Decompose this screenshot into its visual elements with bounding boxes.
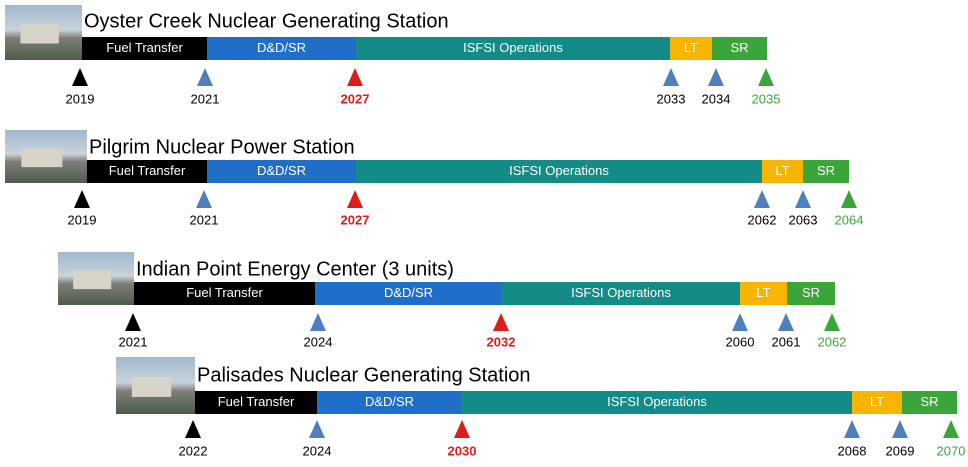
- milestone-marker: [795, 190, 811, 208]
- milestone-year: 2069: [886, 443, 915, 458]
- station-row: Palisades Nuclear Generating Station Fuel…: [116, 357, 965, 458]
- phase-label: D&D/SR: [365, 394, 414, 409]
- milestone-marker: [844, 420, 860, 438]
- phase-label: ISFSI Operations: [607, 394, 707, 409]
- page: {"stations": [ {"title": "Oyster Creek N…: [0, 0, 968, 462]
- phase-label: LT: [756, 285, 770, 300]
- timeline-diagram: Oyster Creek Nuclear Generating Station F…: [0, 0, 968, 462]
- milestone-year: 2060: [726, 334, 755, 349]
- station-title: Palisades Nuclear Generating Station: [197, 364, 531, 386]
- milestone-year: 2021: [191, 91, 220, 106]
- station-row: Oyster Creek Nuclear Generating Station F…: [5, 5, 780, 106]
- milestone-year: 2027: [341, 91, 370, 106]
- milestone-marker: [778, 313, 794, 331]
- phase-label: LT: [684, 40, 698, 55]
- milestone-year: 2061: [772, 334, 801, 349]
- milestone-year: 2024: [304, 334, 333, 349]
- station-row: Pilgrim Nuclear Power Station Fuel Transf…: [5, 130, 863, 227]
- milestone-marker: [758, 68, 774, 86]
- milestone-marker: [732, 313, 748, 331]
- milestone-marker: [754, 190, 770, 208]
- milestone-marker: [347, 190, 363, 208]
- phase-label: SR: [920, 394, 938, 409]
- milestone-year: 2070: [937, 443, 966, 458]
- station-photo-building: [20, 24, 59, 43]
- phase-label: ISFSI Operations: [509, 163, 609, 178]
- milestone-year: 2064: [835, 212, 864, 227]
- phase-label: Fuel Transfer: [186, 285, 263, 300]
- phase-label: D&D/SR: [257, 40, 306, 55]
- milestone-year: 2033: [657, 91, 686, 106]
- milestone-marker: [841, 190, 857, 208]
- milestone-marker: [347, 68, 363, 86]
- station-photo-building: [21, 149, 62, 168]
- milestone-year: 2021: [119, 334, 148, 349]
- station-title: Oyster Creek Nuclear Generating Station: [84, 10, 449, 32]
- phase-label: D&D/SR: [257, 163, 306, 178]
- milestone-marker: [493, 313, 509, 331]
- milestone-year: 2062: [748, 212, 777, 227]
- milestone-marker: [309, 420, 325, 438]
- station-title: Pilgrim Nuclear Power Station: [89, 136, 355, 158]
- milestone-year: 2063: [789, 212, 818, 227]
- milestone-marker: [196, 190, 212, 208]
- milestone-marker: [892, 420, 908, 438]
- milestone-marker: [310, 313, 326, 331]
- milestone-marker: [708, 68, 724, 86]
- phase-label: Fuel Transfer: [106, 40, 183, 55]
- phase-label: Fuel Transfer: [218, 394, 295, 409]
- milestone-marker: [74, 190, 90, 208]
- milestone-year: 2068: [838, 443, 867, 458]
- phase-label: Fuel Transfer: [109, 163, 186, 178]
- station-row: Indian Point Energy Center (3 units) Fuel…: [58, 252, 846, 349]
- phase-label: LT: [870, 394, 884, 409]
- milestone-year: 2035: [752, 91, 781, 106]
- milestone-year: 2027: [341, 212, 370, 227]
- milestone-year: 2030: [448, 443, 477, 458]
- milestone-year: 2024: [303, 443, 332, 458]
- milestone-marker: [454, 420, 470, 438]
- milestone-marker: [197, 68, 213, 86]
- milestone-year: 2062: [818, 334, 847, 349]
- phase-label: SR: [817, 163, 835, 178]
- milestone-marker: [125, 313, 141, 331]
- milestone-marker: [824, 313, 840, 331]
- phase-label: D&D/SR: [384, 285, 433, 300]
- milestone-year: 2032: [487, 334, 516, 349]
- station-photo-building: [73, 271, 111, 290]
- station-photo-building: [132, 377, 172, 397]
- milestone-marker: [943, 420, 959, 438]
- milestone-marker: [72, 68, 88, 86]
- milestone-year: 2022: [179, 443, 208, 458]
- station-title: Indian Point Energy Center (3 units): [136, 258, 454, 280]
- phase-label: ISFSI Operations: [571, 285, 671, 300]
- milestone-year: 2034: [702, 91, 731, 106]
- milestone-marker: [185, 420, 201, 438]
- phase-label: LT: [775, 163, 789, 178]
- phase-label: SR: [802, 285, 820, 300]
- phase-label: SR: [730, 40, 748, 55]
- milestone-year: 2019: [68, 212, 97, 227]
- phase-label: ISFSI Operations: [463, 40, 563, 55]
- milestone-marker: [663, 68, 679, 86]
- milestone-year: 2021: [190, 212, 219, 227]
- milestone-year: 2019: [66, 91, 95, 106]
